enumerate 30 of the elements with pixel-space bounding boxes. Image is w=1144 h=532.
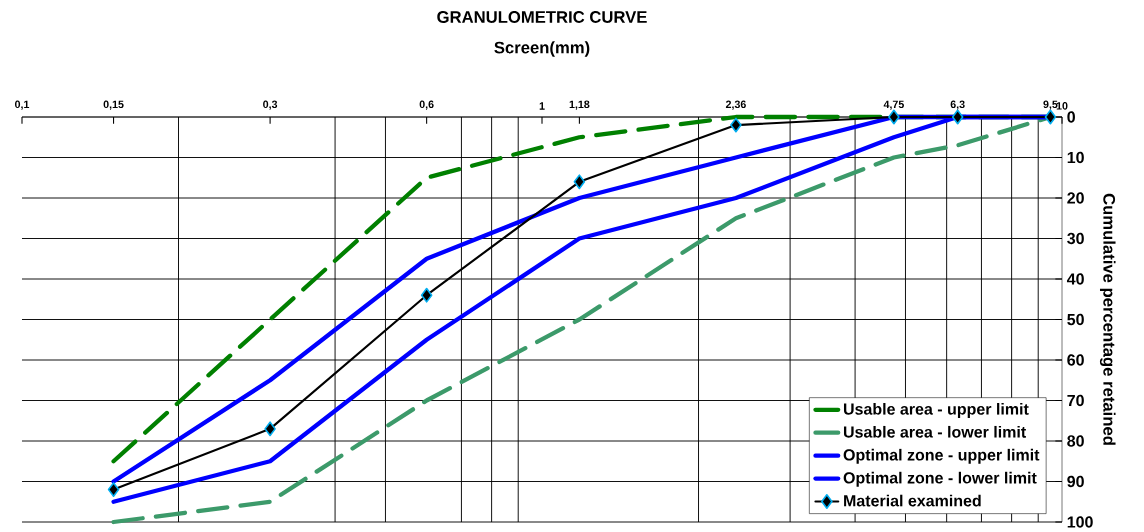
y-axis-title: Cumulative percentage retained (1099, 193, 1116, 445)
x-tick-label: 1,18 (569, 100, 590, 110)
x-tick-label: 0,3 (263, 100, 278, 110)
x-tick-label: 6,3 (950, 100, 965, 110)
x-tick-label: 0,15 (103, 100, 124, 110)
y-tick-label: 90 (1067, 475, 1084, 488)
x-tick-label: 2,36 (725, 100, 746, 110)
legend-label: Usable area - upper limit (843, 403, 1029, 418)
x-tick-label: 1 (539, 102, 545, 110)
y-tick-label: 20 (1067, 192, 1084, 204)
y-tick-label: 70 (1067, 394, 1084, 407)
legend-label: Usable area - lower limit (843, 425, 1026, 438)
chart-title: GRANULOMETRIC CURVE (437, 11, 647, 23)
y-tick-label: 40 (1066, 273, 1084, 285)
y-tick-label: 30 (1067, 232, 1084, 245)
y-tick-label: 100 (1067, 516, 1093, 528)
x-tick-label: 9,5 (1043, 100, 1058, 110)
y-tick-label: 50 (1067, 313, 1084, 326)
legend-label: Optimal zone - upper limit (843, 448, 1040, 464)
x-tick-label: 10 (1056, 102, 1068, 110)
y-tick-label: 0 (1067, 111, 1075, 123)
x-axis-title: Screen(mm) (494, 41, 590, 57)
x-tick-label: 4,75 (883, 100, 904, 110)
y-tick-label: 10 (1067, 151, 1084, 164)
y-tick-label: 60 (1067, 354, 1084, 366)
x-tick-label: 0,1 (15, 100, 30, 110)
legend-label: Optimal zone - lower limit (843, 471, 1037, 487)
y-tick-label: 80 (1067, 435, 1084, 447)
x-tick-label: 0,6 (419, 100, 434, 110)
legend-label: Material examined (844, 494, 981, 507)
